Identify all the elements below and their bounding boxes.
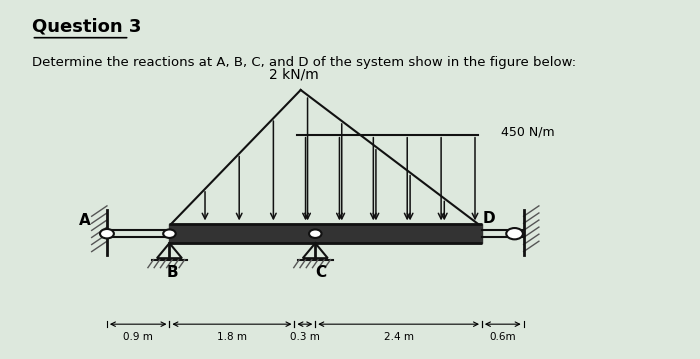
Text: Question 3: Question 3	[32, 18, 141, 36]
Circle shape	[309, 229, 321, 238]
Circle shape	[163, 229, 176, 238]
Text: 2 kN/m: 2 kN/m	[269, 67, 318, 81]
Text: 450 N/m: 450 N/m	[500, 126, 554, 139]
Text: 0.3 m: 0.3 m	[290, 332, 320, 342]
Text: D: D	[482, 211, 495, 226]
Text: 2.4 m: 2.4 m	[384, 332, 414, 342]
Circle shape	[100, 229, 114, 238]
Text: 0.6m: 0.6m	[489, 332, 516, 342]
Text: C: C	[315, 265, 326, 280]
Text: Determine the reactions at A, B, C, and D of the system show in the figure below: Determine the reactions at A, B, C, and …	[32, 56, 575, 69]
Text: A: A	[79, 213, 90, 228]
Text: 0.9 m: 0.9 m	[123, 332, 153, 342]
Text: B: B	[167, 265, 178, 280]
Text: 1.8 m: 1.8 m	[217, 332, 247, 342]
Circle shape	[506, 228, 523, 239]
